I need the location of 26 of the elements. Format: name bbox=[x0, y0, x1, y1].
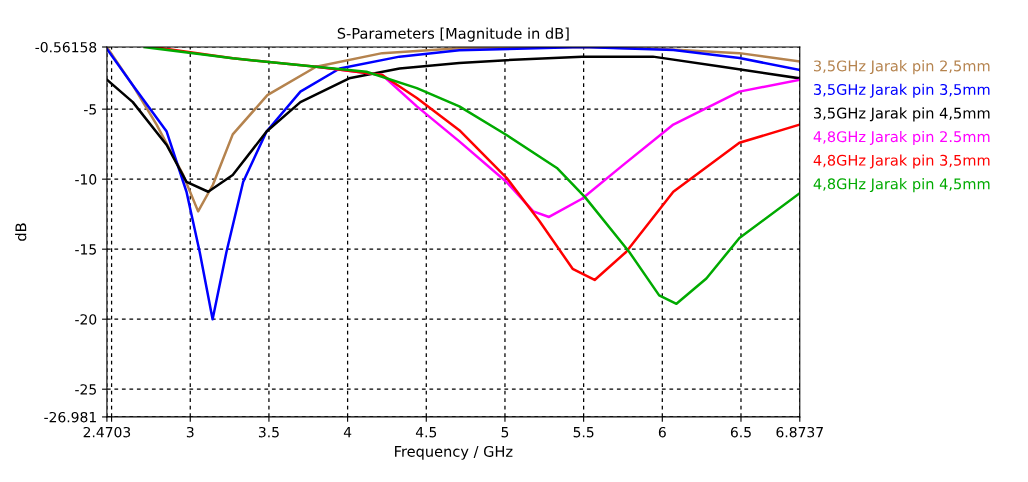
x-tick-label: 5 bbox=[501, 427, 509, 438]
y-axis-title: dB bbox=[15, 223, 27, 241]
x-axis-title: Frequency / GHz bbox=[395, 445, 513, 460]
x-tick-label: 4 bbox=[343, 427, 352, 438]
y-tick-label: -10 bbox=[75, 174, 97, 185]
series-label: 3,5GHz Jarak pin 3,5mm bbox=[814, 83, 990, 98]
x-tick-label: 4.5 bbox=[415, 427, 437, 438]
x-tick-label: 3.5 bbox=[258, 426, 279, 438]
y-tick-label: -20 bbox=[75, 314, 97, 325]
y-tick-label: -26.981 bbox=[44, 411, 96, 423]
series-label: 3,5GHz Jarak pin 2,5mm bbox=[814, 60, 990, 75]
text: 3,5GHz Jarak pin 4,5mm bbox=[814, 107, 990, 122]
series-label: 4,8GHz Jarak pin 4,5mm bbox=[813, 178, 990, 193]
y-tick-label: -0.56158 bbox=[35, 41, 97, 53]
x-tick-label: 5.5 bbox=[573, 427, 594, 438]
x-tick-label: 6.5 bbox=[730, 426, 751, 438]
text: 4,8GHz Jarak pin 2.5mm bbox=[813, 130, 990, 146]
y-tick-label: -5 bbox=[84, 104, 96, 115]
x-tick-label: 6.8737 bbox=[776, 426, 823, 438]
text: 4,8GHz Jarak pin 3,5mm bbox=[813, 154, 990, 169]
x-tick-label: 3 bbox=[186, 426, 194, 438]
chart-title: S-Parameters [Magnitude in dB] bbox=[337, 27, 569, 42]
y-tick-label: -15 bbox=[75, 244, 96, 255]
x-tick-label: 6 bbox=[658, 426, 666, 438]
x-tick-label: 2.4703 bbox=[83, 426, 131, 438]
y-tick-label: -25 bbox=[75, 384, 96, 395]
